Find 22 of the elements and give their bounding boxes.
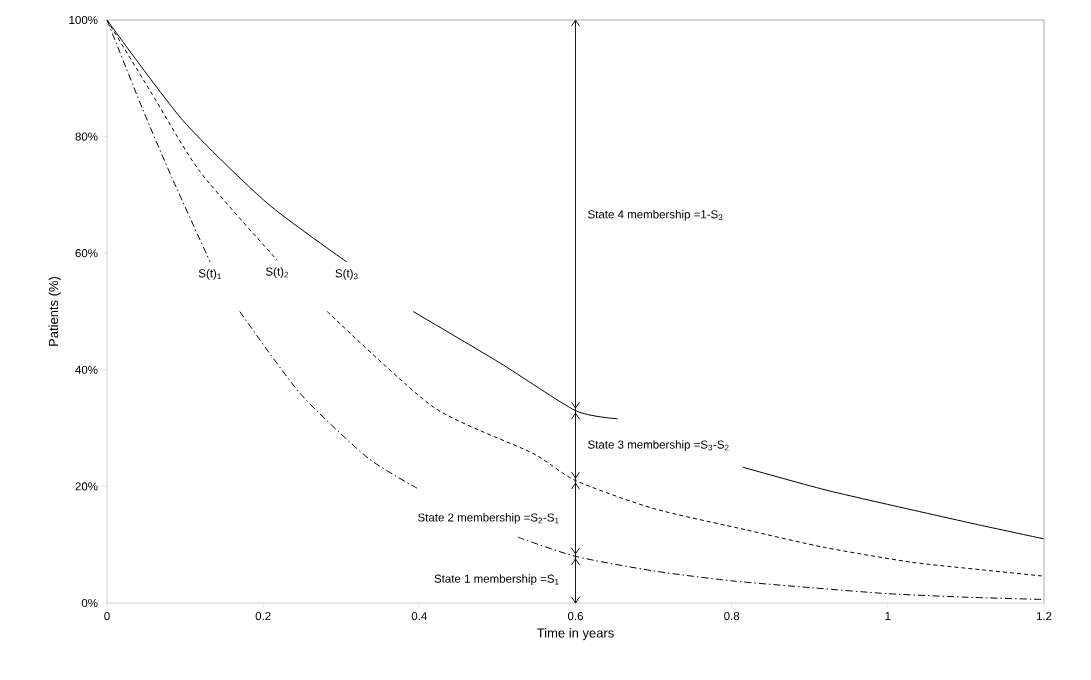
y-tick-label: 20% xyxy=(75,482,98,491)
x-tick-label: 0 xyxy=(104,612,110,621)
series-label: S(t)$_{3}$ xyxy=(335,268,358,280)
series-label: S(t)$_{2}$ xyxy=(265,267,289,278)
x-tick-label: 0.8 xyxy=(724,612,740,621)
y-tick-label: 0% xyxy=(81,598,98,608)
x-tick-label: 1 xyxy=(885,612,891,620)
annotation: State 1 membership =S$_{1}$ xyxy=(434,574,559,586)
x-axis-title: Time in years xyxy=(537,628,614,641)
x-tick-label: 1.2 xyxy=(1036,612,1052,621)
x-tick-label: 0.2 xyxy=(255,612,271,621)
annotation: State 2 membership =S$_{2}$-S$_{1}$ xyxy=(418,513,559,524)
annotation: State 4 membership =1-S$_{3}$ xyxy=(588,209,723,221)
y-tick-label: 40% xyxy=(75,365,98,374)
y-tick-label: 60% xyxy=(75,249,98,258)
y-tick-label: 80% xyxy=(75,132,98,141)
x-tick-label: 0.6 xyxy=(567,612,583,621)
x-tick-label: 0.4 xyxy=(411,612,427,621)
annotation: State 3 membership =S$_{3}$-S$_{2}$ xyxy=(588,440,729,451)
series-label: S(t)$_{1}$ xyxy=(198,268,221,280)
y-tick-label: 100% xyxy=(69,15,98,25)
y-axis-title: Patients (%) xyxy=(48,276,61,346)
